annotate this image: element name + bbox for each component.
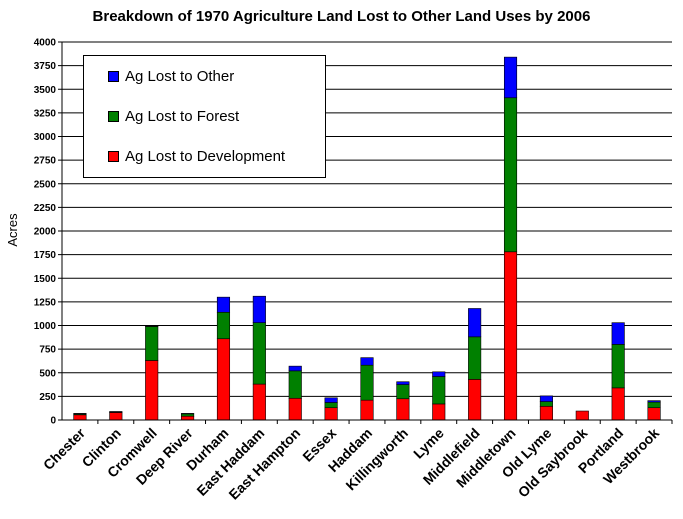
- bar-segment-ag-lost-to-development: [181, 415, 195, 421]
- y-tick-label: 1500: [34, 274, 57, 285]
- bar-segment-ag-lost-to-forest: [396, 384, 410, 400]
- bar-segment-ag-lost-to-other: [181, 413, 195, 415]
- y-tick-label: 1250: [34, 297, 57, 308]
- legend: Ag Lost to Other Ag Lost to Forest Ag Lost…: [83, 55, 326, 178]
- bar-segment-ag-lost-to-other: [468, 308, 482, 338]
- bar-segment-ag-lost-to-development: [252, 383, 266, 421]
- y-tick-label: 2750: [34, 156, 57, 167]
- y-tick-label: 2250: [34, 203, 57, 214]
- bar-segment-ag-lost-to-development: [288, 397, 302, 421]
- y-tick-label: 3750: [34, 61, 57, 72]
- y-tick-label: 750: [39, 345, 56, 356]
- y-tick-label: 3250: [34, 108, 57, 119]
- bar-segment-ag-lost-to-other: [288, 365, 302, 372]
- bar-segment-ag-lost-to-development: [109, 412, 123, 421]
- bar-segment-ag-lost-to-other: [503, 56, 518, 99]
- bar-segment-ag-lost-to-forest: [432, 376, 446, 405]
- y-tick-label: 1750: [34, 250, 57, 261]
- bar-segment-ag-lost-to-development: [396, 398, 410, 421]
- bar-segment-ag-lost-to-other: [432, 371, 446, 377]
- bar-segment-ag-lost-to-other: [539, 395, 553, 402]
- bars: [73, 56, 661, 421]
- y-tick-label: 250: [39, 392, 56, 403]
- bar-segment-ag-lost-to-other: [216, 296, 231, 313]
- y-tick-label: 0: [50, 416, 56, 427]
- y-tick-label: 1000: [34, 321, 57, 332]
- bar-segment-ag-lost-to-other: [611, 322, 625, 345]
- legend-label: Ag Lost to Development: [125, 147, 286, 165]
- x-category-label: Chester: [40, 424, 89, 473]
- bar-segment-ag-lost-to-forest: [145, 326, 159, 361]
- bar-segment-ag-lost-to-forest: [647, 401, 661, 409]
- y-tick-label: 500: [39, 368, 56, 379]
- legend-swatch: [108, 70, 119, 82]
- legend-swatch: [108, 110, 119, 122]
- bar-segment-ag-lost-to-other: [396, 381, 410, 385]
- bar-segment-ag-lost-to-forest: [288, 370, 302, 399]
- bar-segment-ag-lost-to-forest: [539, 401, 553, 407]
- y-axis-label: Acres: [5, 213, 20, 247]
- bar-segment-ag-lost-to-other: [145, 325, 159, 327]
- y-tick-label: 4000: [34, 38, 57, 49]
- bar-segment-ag-lost-to-development: [503, 251, 518, 421]
- bar-segment-ag-lost-to-development: [575, 410, 589, 421]
- bar-segment-ag-lost-to-other: [324, 397, 338, 403]
- legend-item: Ag Lost to Development: [108, 146, 285, 166]
- y-tick-label: 2500: [34, 179, 57, 190]
- bar-segment-ag-lost-to-forest: [360, 364, 374, 401]
- bar-segment-ag-lost-to-development: [611, 387, 625, 421]
- bar-segment-ag-lost-to-forest: [181, 413, 195, 417]
- bar-segment-ag-lost-to-development: [647, 407, 661, 421]
- y-tick-label: 3500: [34, 85, 57, 96]
- bar-segment-ag-lost-to-development: [73, 414, 87, 421]
- bar-segment-ag-lost-to-development: [145, 360, 159, 421]
- bar-segment-ag-lost-to-other: [109, 411, 123, 413]
- bar-segment-ag-lost-to-development: [468, 379, 482, 421]
- bar-segment-ag-lost-to-development: [539, 405, 553, 421]
- bar-segment-ag-lost-to-other: [73, 413, 87, 415]
- bar-segment-ag-lost-to-forest: [216, 311, 231, 340]
- bar-segment-ag-lost-to-development: [360, 399, 374, 421]
- legend-item: Ag Lost to Other: [108, 66, 234, 86]
- bar-segment-ag-lost-to-forest: [252, 322, 266, 385]
- bar-segment-ag-lost-to-development: [432, 403, 446, 421]
- legend-label: Ag Lost to Forest: [125, 107, 240, 125]
- bar-segment-ag-lost-to-forest: [611, 344, 625, 389]
- bar-segment-ag-lost-to-other: [252, 295, 266, 323]
- legend-label: Ag Lost to Other: [125, 67, 235, 85]
- bar-segment-ag-lost-to-development: [216, 338, 231, 421]
- legend-item: Ag Lost to Forest: [108, 106, 239, 126]
- bar-segment-ag-lost-to-forest: [324, 402, 338, 409]
- chart-title: Breakdown of 1970 Agriculture Land Lost …: [92, 8, 591, 25]
- bar-segment-ag-lost-to-forest: [503, 97, 518, 253]
- bar-segment-ag-lost-to-development: [324, 407, 338, 421]
- bar-segment-ag-lost-to-other: [360, 357, 374, 366]
- y-tick-label: 2000: [34, 227, 57, 238]
- y-tick-label: 3000: [34, 132, 57, 143]
- bar-segment-ag-lost-to-forest: [468, 336, 482, 380]
- bar-segment-ag-lost-to-other: [647, 400, 661, 403]
- legend-swatch: [108, 150, 119, 162]
